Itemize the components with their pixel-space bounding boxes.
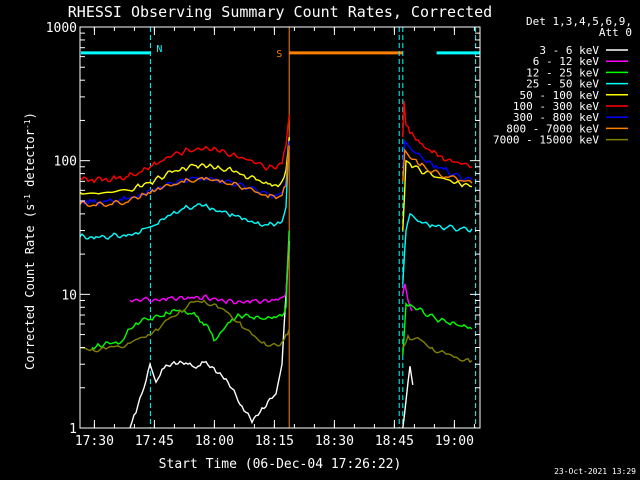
y-tick-label: 1 bbox=[69, 422, 77, 437]
x-axis-label: Start Time (06-Dec-04 17:26:22) bbox=[159, 457, 402, 472]
x-tick-label: 17:45 bbox=[135, 434, 174, 449]
legend-entry-label: 50 - 100 keV bbox=[520, 89, 600, 102]
series-line-2 bbox=[129, 230, 413, 312]
series-line-1 bbox=[129, 241, 414, 429]
legend-header: Det 1,3,4,5,6,9, bbox=[526, 15, 632, 28]
legend-entry-label: 3 - 6 keV bbox=[539, 44, 599, 57]
x-tick-label: 18:30 bbox=[315, 434, 354, 449]
series-line-8 bbox=[79, 145, 473, 208]
y-tick-label: 10 bbox=[61, 288, 77, 303]
series-line-3 bbox=[91, 230, 473, 356]
legend-entry-label: 12 - 25 keV bbox=[526, 66, 599, 79]
night-label: N bbox=[156, 44, 162, 55]
legend-entry-label: 800 - 7000 keV bbox=[506, 122, 599, 135]
series-line-6 bbox=[79, 100, 473, 184]
x-tick-label: 18:15 bbox=[255, 434, 294, 449]
x-tick-label: 17:30 bbox=[75, 434, 114, 449]
legend-entry-label: 300 - 800 keV bbox=[513, 111, 599, 124]
series-line-9 bbox=[79, 299, 473, 364]
axes: 1 10 100 1000 17:30 17:45 18:00 18:15 18:30 18:45… bbox=[46, 21, 481, 449]
legend-header: Att 0 bbox=[599, 26, 632, 39]
legend-entry-label: 7000 - 15000 keV bbox=[493, 134, 599, 147]
x-tick-label: 18:00 bbox=[195, 434, 234, 449]
saa-label: S bbox=[276, 49, 282, 60]
x-tick-label: 18:45 bbox=[375, 434, 414, 449]
generation-timestamp: 23-Oct-2021 13:29 bbox=[554, 467, 636, 476]
y-axis-label: Corrected Count Rate (s-1 detector-1) bbox=[23, 112, 38, 370]
plot-frame bbox=[79, 26, 481, 429]
y-tick-label: 1000 bbox=[46, 21, 77, 36]
series-line-4 bbox=[79, 137, 473, 284]
legend-entry-label: 6 - 12 keV bbox=[533, 55, 600, 68]
series-lines bbox=[79, 100, 473, 429]
chart-title: RHESSI Observing Summary Count Rates, Co… bbox=[68, 3, 492, 21]
x-tick-label: 19:00 bbox=[435, 434, 474, 449]
series-line-5 bbox=[79, 137, 473, 231]
legend-entry-label: 25 - 50 keV bbox=[526, 78, 599, 91]
legend-entry-label: 100 - 300 keV bbox=[513, 100, 599, 113]
y-tick-label: 100 bbox=[54, 155, 77, 170]
